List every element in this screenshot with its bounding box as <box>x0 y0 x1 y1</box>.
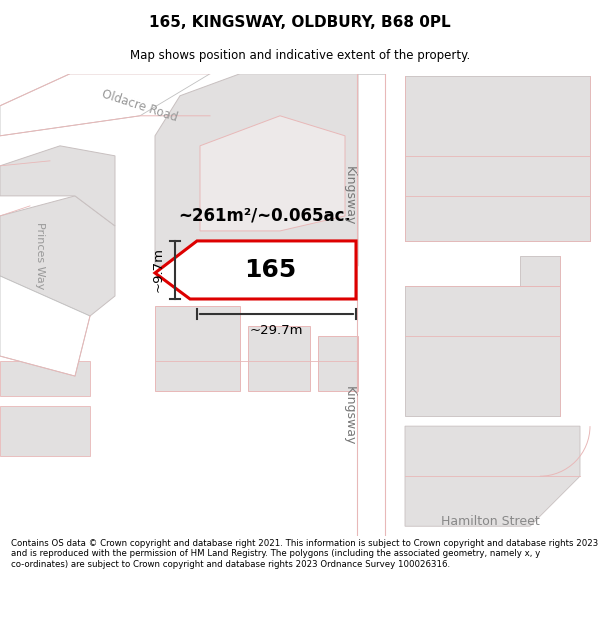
Text: Hamilton Street: Hamilton Street <box>440 515 539 528</box>
Polygon shape <box>155 241 356 299</box>
Text: Princes Way: Princes Way <box>35 222 45 289</box>
Polygon shape <box>405 76 590 241</box>
Polygon shape <box>0 276 90 376</box>
Polygon shape <box>0 361 90 396</box>
Polygon shape <box>248 326 310 391</box>
Text: Contains OS data © Crown copyright and database right 2021. This information is : Contains OS data © Crown copyright and d… <box>11 539 598 569</box>
Text: Map shows position and indicative extent of the property.: Map shows position and indicative extent… <box>130 49 470 62</box>
Polygon shape <box>0 74 210 136</box>
Polygon shape <box>405 426 580 526</box>
Text: ~261m²/~0.065ac.: ~261m²/~0.065ac. <box>179 207 352 225</box>
Text: 165, KINGSWAY, OLDBURY, B68 0PL: 165, KINGSWAY, OLDBURY, B68 0PL <box>149 14 451 29</box>
Polygon shape <box>318 336 358 391</box>
Text: Oldacre Road: Oldacre Road <box>100 88 179 124</box>
Polygon shape <box>200 116 345 231</box>
Polygon shape <box>0 406 90 456</box>
Polygon shape <box>155 74 358 266</box>
Text: ~29.7m: ~29.7m <box>250 324 303 337</box>
Text: Kingsway: Kingsway <box>343 386 355 446</box>
Text: 165: 165 <box>244 258 296 282</box>
Polygon shape <box>405 256 560 416</box>
Polygon shape <box>0 196 115 316</box>
Polygon shape <box>0 146 115 226</box>
Text: ~9.7m: ~9.7m <box>152 248 165 292</box>
Polygon shape <box>155 306 240 391</box>
Text: Kingsway: Kingsway <box>343 166 355 226</box>
Polygon shape <box>357 74 385 536</box>
